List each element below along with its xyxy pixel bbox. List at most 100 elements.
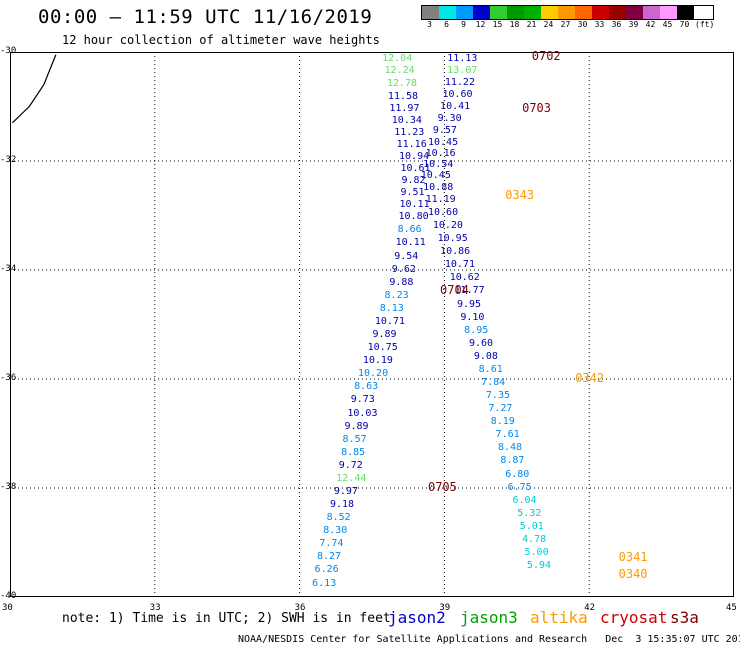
wave-height-label: 10.20: [358, 368, 389, 380]
legend-swatch: [660, 6, 677, 19]
legend-swatch: [490, 6, 507, 19]
wave-height-label: 8.13: [379, 302, 404, 314]
wave-height-label: 10.86: [440, 246, 471, 258]
wave-height-label: 10.61: [400, 163, 431, 175]
satellite-s3a: s3a: [670, 608, 699, 627]
wave-height-label: 5.00: [524, 547, 549, 559]
wave-height-label: 8.52: [326, 512, 351, 524]
wave-height-label: 6.75: [507, 481, 532, 493]
legend-label: 30: [577, 20, 588, 29]
legend-label: 18: [509, 20, 520, 29]
wave-height-label: 10.11: [395, 237, 426, 249]
wave-height-label: 9.97: [333, 486, 358, 497]
legend-swatch: [422, 6, 439, 19]
satellite-jason2: jason2: [388, 608, 446, 627]
wave-height-label: 9.18: [330, 499, 355, 511]
pass-time-label: 0703: [522, 100, 551, 115]
satellite-altika: altika: [530, 608, 588, 627]
legend-label: 15: [492, 20, 503, 29]
legend-label: 36: [611, 20, 622, 29]
wave-height-label: 9.89: [344, 420, 369, 432]
legend-swatch: [541, 6, 558, 19]
wave-height-label: 9.89: [372, 329, 397, 341]
wave-height-label: 10.11: [399, 199, 430, 211]
legend-label: 6: [444, 20, 449, 29]
wave-height-label: 9.57: [432, 125, 457, 137]
satellite-jason3: jason3: [460, 608, 518, 627]
legend-label: 12: [475, 20, 486, 29]
legend-label: 21: [526, 20, 537, 29]
wave-height-label: 6.04: [512, 494, 537, 506]
legend-label: 33: [594, 20, 605, 29]
wave-height-label: 12.24: [384, 65, 415, 77]
wave-height-label: 9.54: [394, 250, 419, 262]
wave-height-label: 8.66: [397, 224, 422, 236]
wave-height-label: 7.35: [485, 390, 510, 402]
pass-time-label: 0340: [618, 566, 648, 581]
wave-height-label: 5.32: [517, 507, 542, 519]
wave-height-label: 10.95: [437, 233, 468, 245]
wave-height-label: 10.88: [423, 181, 454, 193]
wave-height-label: 9.73: [350, 394, 375, 406]
wave-height-label: 11.77: [454, 285, 485, 297]
legend-swatch: [575, 6, 592, 19]
wave-height-label: 9.62: [391, 263, 416, 275]
lon-tick-label: 30: [2, 603, 13, 613]
wave-height-label: 8.19: [490, 416, 515, 428]
lat-tick-label: -36: [0, 373, 17, 383]
map-title: 00:00 – 11:59 UTC 11/16/2019: [38, 6, 373, 28]
wave-height-label: 9.10: [460, 311, 485, 323]
legend-color-scale: [421, 5, 715, 20]
wave-height-label: 9.08: [473, 350, 498, 362]
satellite-cryosat: cryosat: [600, 608, 668, 627]
legend-label: 45: [662, 20, 673, 29]
legend-label: 70: [679, 20, 690, 29]
pass-time-label: 0705: [427, 479, 457, 494]
pass-time-label: 0341: [618, 550, 648, 565]
lat-tick-label: -32: [0, 155, 17, 165]
lat-tick-label: -38: [0, 482, 17, 492]
wave-height-label: 11.13: [447, 53, 478, 65]
legend-unit: (ft): [695, 20, 715, 29]
wave-height-label: 6.13: [312, 577, 337, 589]
pass-time-label: 0343: [505, 187, 535, 202]
lat-tick-label: -40: [0, 591, 17, 601]
legend-swatch: [439, 6, 456, 19]
wave-height-label: 6.26: [314, 564, 339, 576]
plot-frame: [10, 52, 734, 597]
wave-height-label: 8.87: [500, 455, 525, 467]
wave-height-label: 8.85: [341, 446, 366, 458]
lon-tick-label: 39: [439, 603, 451, 613]
legend-swatch: [456, 6, 473, 19]
pass-time-label: 0704: [440, 283, 469, 298]
wave-height-label: 8.48: [497, 442, 523, 454]
lon-tick-label: 36: [294, 603, 306, 613]
wave-height-label: 8.23: [384, 289, 409, 301]
map-canvas: [10, 52, 734, 597]
wave-height-label: 10.34: [391, 115, 422, 127]
wave-height-label: 7.27: [488, 403, 513, 415]
map-subtitle: 12 hour collection of altimeter wave hei…: [62, 33, 380, 47]
legend-label: 3: [427, 20, 432, 29]
wave-height-label: 9.95: [456, 298, 482, 310]
lon-tick-label: 45: [726, 603, 737, 613]
wave-height-label: 11.23: [394, 127, 425, 139]
wave-height-label: 13.07: [447, 65, 478, 77]
wave-height-label: 10.20: [432, 220, 463, 232]
legend-label: 24: [543, 20, 554, 29]
wave-height-label: 8.27: [316, 551, 342, 563]
wave-height-label: 10.71: [374, 315, 405, 327]
pass-time-label: 0342: [575, 370, 605, 385]
wave-height-label: 9.82: [401, 175, 426, 187]
footnote: note: 1) Time is in UTC; 2) SWH is in fe…: [62, 611, 391, 626]
wave-height-label: 11.22: [444, 77, 475, 89]
wave-height-label: 8.95: [464, 324, 489, 336]
wave-height-label: 9.88: [389, 276, 414, 288]
wave-height-label: 8.63: [354, 381, 379, 393]
wave-height-label: 11.97: [389, 103, 420, 115]
wave-height-label: 10.45: [420, 169, 451, 181]
wave-height-label: 9.51: [400, 187, 425, 199]
wave-height-label: 10.80: [398, 211, 429, 223]
wave-height-label: 5.94: [526, 560, 552, 572]
legend-swatch: [609, 6, 626, 19]
